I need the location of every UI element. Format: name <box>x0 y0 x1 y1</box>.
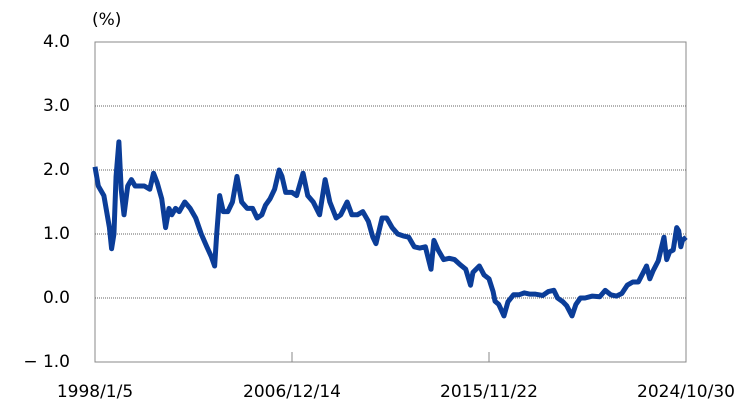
plot-frame <box>94 41 687 363</box>
y-tick-label: − 1.0 <box>23 352 70 372</box>
y-tick-label: 3.0 <box>43 96 70 116</box>
y-tick-label: 2.0 <box>43 160 70 180</box>
x-tick-label: 1998/1/5 <box>57 382 133 402</box>
x-tick-label: 2006/12/14 <box>243 382 341 402</box>
y-tick-label: 4.0 <box>43 32 70 52</box>
y-axis-label: (%) <box>92 10 121 30</box>
y-tick-label: 1.0 <box>43 224 70 244</box>
y-tick-label: 0.0 <box>43 288 70 308</box>
x-tick-label: 2024/10/30 <box>637 382 735 402</box>
data-line <box>92 139 688 319</box>
x-tick-label: 2015/11/22 <box>440 382 538 402</box>
